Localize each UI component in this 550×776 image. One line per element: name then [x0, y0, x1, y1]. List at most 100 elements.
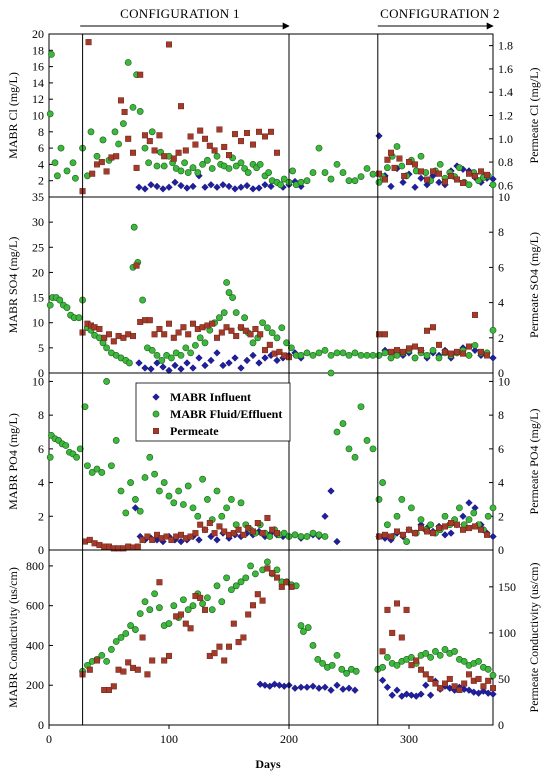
permeate-point-cond	[225, 643, 232, 650]
x-tick-label: 200	[280, 732, 298, 746]
influent-point-cond	[417, 690, 425, 698]
permeate-point-cond	[461, 680, 468, 687]
permeate-point-cl	[460, 180, 467, 187]
permeate-point-cond	[446, 675, 453, 682]
left-tick-label: 0	[38, 543, 44, 557]
fluid-point-cond	[117, 634, 125, 641]
fluid-point-cl	[417, 152, 425, 160]
fluid-point-po4	[379, 479, 386, 486]
permeate-point-cl	[225, 152, 232, 159]
permeate-point-cond	[389, 629, 396, 636]
permeate-point-cond	[274, 574, 281, 581]
permeate-point-cl	[268, 128, 275, 135]
left-tick-label: 2	[38, 174, 44, 188]
permeate-point-cl	[129, 149, 136, 156]
left-tick-label: 6	[38, 442, 44, 456]
fluid-point-po4	[351, 453, 359, 461]
fluid-point-po4	[375, 496, 383, 503]
right-tick-label: 10	[498, 374, 510, 388]
influent-point-cl	[201, 183, 209, 191]
fluid-point-po4	[218, 512, 226, 520]
fluid-point-cl	[129, 103, 137, 111]
permeate-point-po4	[400, 531, 407, 538]
fluid-point-so4	[215, 314, 223, 322]
fluid-point-so4	[411, 354, 419, 362]
influent-point-cond	[378, 676, 387, 684]
fluid-point-cond	[328, 661, 336, 669]
fluid-point-cond	[184, 606, 192, 614]
permeate-point-so4	[161, 331, 168, 338]
permeate-point-po4	[192, 530, 199, 537]
fluid-point-cl	[184, 169, 192, 176]
permeate-point-cond	[93, 657, 100, 664]
right-axis-label-so4: Permeate SO4 (mg/L)	[527, 232, 541, 338]
fluid-point-po4	[127, 479, 135, 486]
influent-point-so4	[195, 354, 203, 362]
permeate-point-so4	[400, 348, 407, 355]
permeate-point-so4	[165, 320, 172, 327]
fluid-point-cl	[315, 144, 323, 152]
fluid-point-cond	[108, 646, 115, 653]
influent-point-cond	[422, 681, 430, 689]
fluid-point-cl	[265, 169, 272, 176]
permeate-point-cl	[141, 132, 148, 139]
permeate-point-so4	[418, 347, 425, 354]
fluid-point-cond	[460, 657, 468, 665]
permeate-point-po4	[269, 526, 276, 533]
left-tick-label: 6	[38, 141, 44, 155]
permeate-point-cl	[221, 143, 228, 150]
left-tick-label: 2	[38, 509, 44, 523]
left-tick-label: 35	[32, 190, 44, 204]
fluid-point-cl	[124, 59, 132, 66]
fluid-point-po4	[227, 496, 235, 503]
permeate-point-cond	[197, 594, 204, 601]
permeate-point-cl	[156, 132, 163, 139]
influent-point-cl	[171, 178, 179, 187]
influent-point-cond	[383, 683, 392, 691]
fluid-point-po4	[93, 465, 101, 473]
permeate-point-po4	[249, 528, 256, 535]
influent-point-so4	[237, 364, 245, 372]
permeate-point-po4	[149, 536, 156, 543]
permeate-point-cl	[391, 164, 398, 171]
permeate-point-po4	[168, 536, 175, 543]
fluid-point-cl	[327, 175, 335, 183]
left-axis-label-cl: MABR Cl (mg/L)	[6, 72, 20, 159]
permeate-point-cond	[110, 683, 117, 690]
fluid-point-so4	[220, 309, 228, 317]
fluid-point-so4	[369, 351, 377, 359]
influent-point-cond	[275, 681, 284, 689]
influent-point-cond	[484, 689, 492, 697]
permeate-point-cond	[245, 611, 252, 618]
influent-point-po4	[195, 536, 203, 544]
right-tick-label: 0	[498, 543, 504, 557]
fluid-point-so4	[381, 349, 389, 357]
permeate-point-po4	[86, 536, 93, 543]
fluid-point-cl	[244, 169, 252, 176]
fluid-point-cond	[155, 604, 163, 612]
legend-entry-permeate: Permeate	[170, 424, 219, 438]
permeate-point-cl	[237, 138, 244, 145]
right-tick-label: 50	[498, 672, 510, 686]
permeate-point-cl	[401, 173, 408, 180]
permeate-point-cl	[187, 133, 194, 140]
permeate-point-cl	[103, 168, 110, 175]
fluid-point-cond	[141, 598, 149, 606]
fluid-point-cl	[194, 169, 202, 176]
legend-box	[135, 382, 291, 442]
permeate-point-cond	[456, 687, 463, 694]
fluid-point-po4	[81, 403, 89, 411]
fluid-point-po4	[213, 487, 221, 495]
fluid-point-cond	[422, 650, 430, 657]
fluid-point-cond	[314, 655, 322, 663]
influent-point-so4	[471, 346, 479, 355]
fluid-point-cl	[115, 140, 122, 148]
fluid-point-po4	[223, 504, 230, 512]
fluid-point-cond	[338, 665, 346, 673]
permeate-point-so4	[233, 333, 240, 340]
influent-point-so4	[183, 359, 191, 367]
fluid-point-cond	[227, 586, 235, 594]
permeate-point-cl	[388, 149, 395, 156]
fluid-point-cond	[237, 578, 245, 586]
permeate-point-cl	[396, 155, 403, 162]
